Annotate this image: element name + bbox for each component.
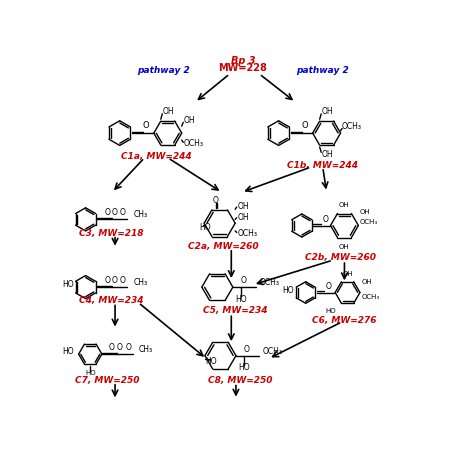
- Text: HO: HO: [283, 286, 294, 295]
- Text: HO: HO: [85, 370, 96, 375]
- Text: HO: HO: [238, 363, 249, 372]
- Text: OH: OH: [183, 116, 195, 125]
- Text: O: O: [241, 276, 246, 285]
- Text: OCH₃: OCH₃: [359, 219, 377, 226]
- Text: OCH₃: OCH₃: [183, 139, 203, 148]
- Text: HO: HO: [325, 308, 336, 314]
- Text: O: O: [117, 343, 123, 352]
- Text: OH: OH: [359, 209, 370, 215]
- Text: HO: HO: [63, 280, 74, 289]
- Text: O: O: [301, 121, 308, 130]
- Text: OH: OH: [237, 202, 249, 211]
- Text: O: O: [213, 196, 219, 205]
- Text: pathway 2: pathway 2: [137, 66, 190, 75]
- Text: O: O: [325, 282, 331, 291]
- Text: O: O: [111, 208, 117, 217]
- Text: OCH₃: OCH₃: [262, 346, 283, 356]
- Text: C2b, MW=260: C2b, MW=260: [305, 253, 376, 262]
- Text: MW=228: MW=228: [219, 64, 267, 73]
- Text: Bp 3: Bp 3: [231, 56, 255, 66]
- Text: CH₃: CH₃: [134, 210, 148, 219]
- Text: O: O: [120, 276, 126, 285]
- Text: OCH₃: OCH₃: [237, 229, 257, 238]
- Text: OH: OH: [339, 202, 350, 208]
- Text: HO: HO: [205, 356, 217, 365]
- Text: C2a, MW=260: C2a, MW=260: [188, 242, 259, 251]
- Text: OH: OH: [321, 107, 333, 116]
- Text: O: O: [104, 276, 110, 285]
- Text: O: O: [120, 208, 126, 217]
- Text: C4, MW=234: C4, MW=234: [79, 296, 144, 305]
- Text: OH: OH: [362, 279, 372, 285]
- Text: OH: OH: [162, 107, 174, 116]
- Text: O: O: [111, 276, 117, 285]
- Text: O: O: [244, 345, 250, 354]
- Text: OH: OH: [343, 271, 354, 277]
- Text: OH: OH: [321, 150, 333, 159]
- Text: C5, MW=234: C5, MW=234: [203, 306, 267, 315]
- Text: C7, MW=250: C7, MW=250: [75, 376, 139, 385]
- Text: HO: HO: [235, 295, 246, 304]
- Text: O: O: [125, 343, 131, 352]
- Text: HO: HO: [199, 223, 210, 232]
- Text: O: O: [322, 215, 328, 224]
- Text: C6, MW=276: C6, MW=276: [312, 316, 377, 325]
- Text: C8, MW=250: C8, MW=250: [208, 376, 272, 385]
- Text: OCH₃: OCH₃: [342, 122, 362, 131]
- Text: C1b, MW=244: C1b, MW=244: [287, 161, 358, 170]
- Text: OH: OH: [339, 244, 350, 250]
- Text: OCH₃: OCH₃: [259, 278, 279, 287]
- Text: C1a, MW=244: C1a, MW=244: [121, 152, 191, 161]
- Text: O: O: [104, 208, 110, 217]
- Text: OCH₃: OCH₃: [362, 294, 380, 300]
- Text: pathway 2: pathway 2: [296, 66, 349, 75]
- Text: CH₃: CH₃: [134, 278, 148, 287]
- Text: O: O: [143, 121, 149, 130]
- Text: O: O: [109, 343, 115, 352]
- Text: OH: OH: [237, 212, 249, 221]
- Text: C3, MW=218: C3, MW=218: [79, 229, 144, 237]
- Text: CH₃: CH₃: [139, 345, 153, 354]
- Text: HO: HO: [63, 347, 74, 356]
